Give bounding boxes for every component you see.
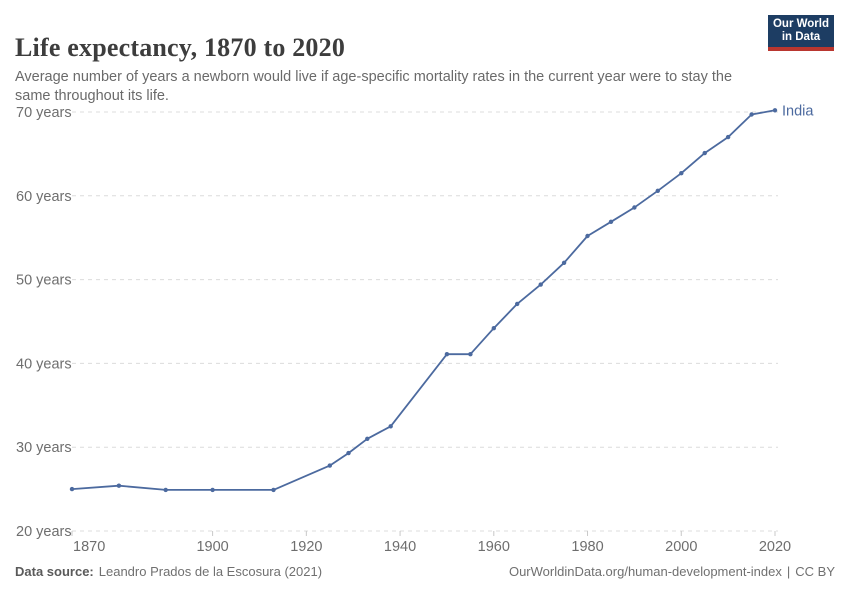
x-tick-label: 2000 bbox=[665, 539, 697, 555]
data-point bbox=[271, 487, 276, 493]
series-label-india: India bbox=[782, 103, 814, 119]
x-tick-label: 2020 bbox=[759, 539, 791, 555]
chart-canvas: 20 years 30 years 40 years 50 years 60 years… bbox=[16, 103, 814, 555]
footer-right: OurWorldinData.org/human-development-ind… bbox=[509, 564, 835, 579]
data-point bbox=[116, 483, 122, 488]
data-point bbox=[749, 112, 754, 117]
x-tick-label: 1940 bbox=[384, 539, 416, 555]
owid-logo-line1: Our World bbox=[772, 18, 829, 30]
data-point bbox=[585, 233, 590, 239]
x-tick-label: 1900 bbox=[196, 539, 228, 555]
owid-logo[interactable]: Our World in Data bbox=[768, 15, 834, 51]
data-point bbox=[725, 134, 731, 140]
y-tick-label: 40 years bbox=[16, 356, 72, 372]
chart-title: Life expectancy, 1870 to 2020 bbox=[15, 33, 346, 63]
data-point bbox=[679, 171, 684, 176]
y-tick-label: 30 years bbox=[16, 440, 72, 456]
chart-subtitle: Average number of years a newborn would … bbox=[15, 68, 733, 104]
data-point bbox=[365, 436, 370, 441]
data-point bbox=[163, 487, 168, 493]
data-point bbox=[468, 352, 473, 357]
data-point bbox=[608, 219, 614, 224]
data-point bbox=[561, 260, 567, 265]
data-point bbox=[388, 424, 393, 429]
data-point bbox=[632, 205, 637, 210]
x-tick-label: 1920 bbox=[290, 539, 322, 555]
data-point bbox=[210, 487, 215, 493]
x-tick-label: 1870 bbox=[73, 539, 105, 555]
data-point bbox=[69, 486, 75, 492]
data-point bbox=[772, 108, 778, 113]
data-point bbox=[538, 282, 543, 287]
y-tick-label: 20 years bbox=[16, 524, 72, 540]
license-label: CC BY bbox=[795, 564, 835, 579]
data-source-label: Data source: bbox=[15, 564, 94, 579]
owid-logo-line2: in Data bbox=[781, 31, 821, 43]
x-tick-label: 1960 bbox=[478, 539, 510, 555]
data-point bbox=[655, 188, 660, 193]
data-source-value: Leandro Prados de la Escosura (2021) bbox=[98, 564, 323, 579]
footer-separator: | bbox=[786, 564, 791, 579]
owid-url-link[interactable]: OurWorldinData.org/human-development-ind… bbox=[508, 564, 782, 579]
line-india bbox=[71, 109, 776, 491]
y-tick-label: 50 years bbox=[16, 273, 72, 289]
data-point bbox=[327, 463, 332, 468]
data-point bbox=[491, 326, 496, 331]
y-tick-label: 70 years bbox=[16, 105, 72, 121]
data-point bbox=[702, 150, 707, 156]
data-point bbox=[515, 301, 520, 307]
chart-footer: Data source: Leandro Prados de la Escosur… bbox=[15, 564, 835, 579]
data-point bbox=[346, 450, 351, 456]
data-point bbox=[444, 352, 450, 357]
data-source: Data source: Leandro Prados de la Escosur… bbox=[15, 564, 322, 579]
y-tick-label: 60 years bbox=[16, 189, 72, 205]
x-tick-label: 1980 bbox=[571, 539, 603, 555]
chart-area: 20 years 30 years 40 years 50 years 60 years… bbox=[0, 95, 850, 560]
